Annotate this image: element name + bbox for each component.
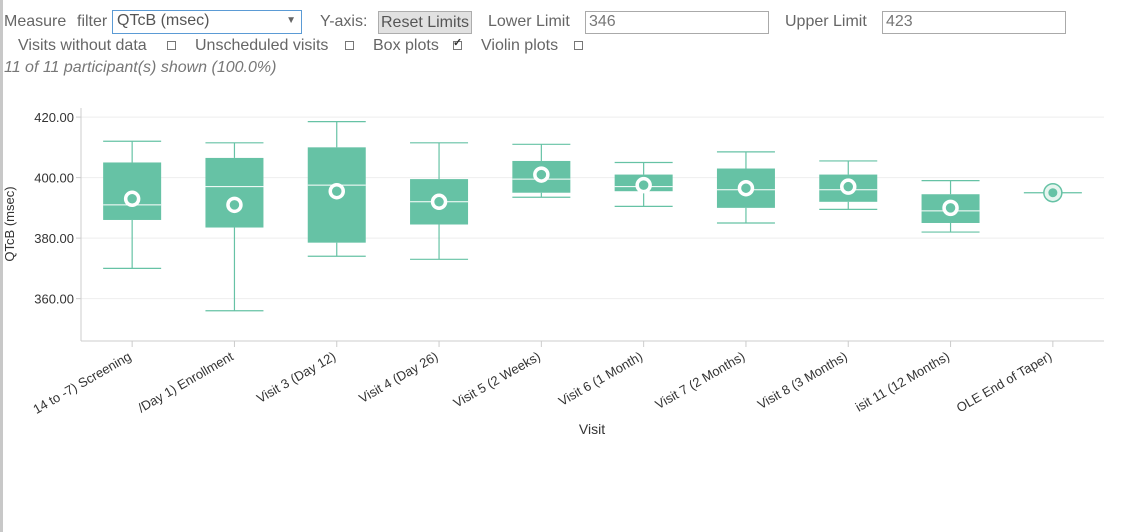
x-tick-label: Visit 7 (2 Months)	[653, 349, 748, 412]
lower-limit-input[interactable]: 346	[585, 11, 769, 34]
measure-select-value: QTcB (msec)	[117, 12, 210, 29]
axis-labels: QTcB (msec) Visit	[2, 186, 605, 437]
participant-status: 11 of 11 participant(s) shown (100.0%)	[4, 59, 277, 76]
iqr-box	[205, 157, 264, 228]
mean-marker	[533, 166, 550, 183]
mean-marker	[737, 179, 755, 197]
mean-marker	[430, 193, 448, 211]
dropdown-arrow-icon: ▼	[286, 15, 296, 26]
mean-marker	[123, 190, 141, 208]
x-tick-label: Visit 4 (Day 26)	[356, 349, 440, 406]
box-9	[921, 180, 980, 233]
mean-marker	[328, 182, 345, 200]
y-tick-label: 360.00	[34, 292, 74, 307]
x-tick-label: Visit 5 (2 Weeks)	[451, 349, 543, 411]
y-tick-label: 380.00	[34, 231, 74, 246]
box-8	[819, 160, 878, 210]
x-tick-label: 14 to -7) Screening	[30, 349, 133, 417]
box-7	[716, 151, 775, 224]
option-label-violin-plots: Violin plots	[481, 37, 559, 54]
x-tick-label: /Day 1) Enrollment	[135, 348, 236, 415]
box-1	[103, 140, 162, 269]
x-tick-label: Visit 3 (Day 12)	[254, 349, 338, 406]
window-left-edge	[0, 0, 3, 532]
x-tick-label: Visit 6 (1 Month)	[556, 349, 645, 409]
mean-marker	[635, 176, 652, 194]
box-4	[410, 142, 469, 260]
reset-limits-button[interactable]: Reset Limits	[378, 11, 472, 34]
checkbox-unscheduled-visits[interactable]	[345, 41, 354, 50]
x-tick-label: isit 11 (12 Months)	[853, 349, 952, 415]
upper-limit-label: Upper Limit	[785, 13, 867, 30]
box-2	[205, 142, 264, 312]
mean-marker	[226, 196, 243, 214]
mean-marker	[942, 199, 959, 217]
yaxis-label: Y-axis:	[320, 13, 368, 30]
box-6	[614, 161, 673, 207]
axes: 360.00 380.00 400.00 420.00 14 to -7) Screen…	[30, 108, 1104, 417]
y-axis-title: QTcB (msec)	[2, 186, 17, 261]
box-10	[1023, 182, 1082, 203]
filter-label: filter	[77, 13, 108, 30]
y-tick-label: 400.00	[34, 171, 74, 186]
checkbox-violin-plots[interactable]	[574, 41, 583, 50]
mean-marker	[840, 178, 857, 195]
option-label-visits-without-data: Visits without data	[18, 37, 147, 54]
measure-label: Measure	[4, 13, 67, 30]
lower-limit-label: Lower Limit	[488, 13, 570, 30]
box-series	[103, 121, 1082, 312]
option-label-box-plots: Box plots	[373, 37, 439, 54]
checkbox-box-plots[interactable]	[453, 36, 462, 50]
checkbox-visits-without-data[interactable]	[167, 41, 176, 50]
option-label-unscheduled-visits: Unscheduled visits	[195, 37, 329, 54]
x-axis-title: Visit	[579, 421, 605, 437]
box-5	[512, 143, 571, 198]
x-tick-label: OLE End of Taper)	[954, 349, 1055, 416]
upper-limit-input[interactable]: 423	[882, 11, 1066, 34]
x-tick-label: Visit 8 (3 Months)	[755, 349, 850, 412]
box-3	[307, 121, 366, 257]
y-tick-label: 420.00	[34, 110, 74, 125]
mean-marker	[1048, 188, 1058, 198]
measure-select[interactable]: QTcB (msec) ▼	[112, 10, 302, 34]
